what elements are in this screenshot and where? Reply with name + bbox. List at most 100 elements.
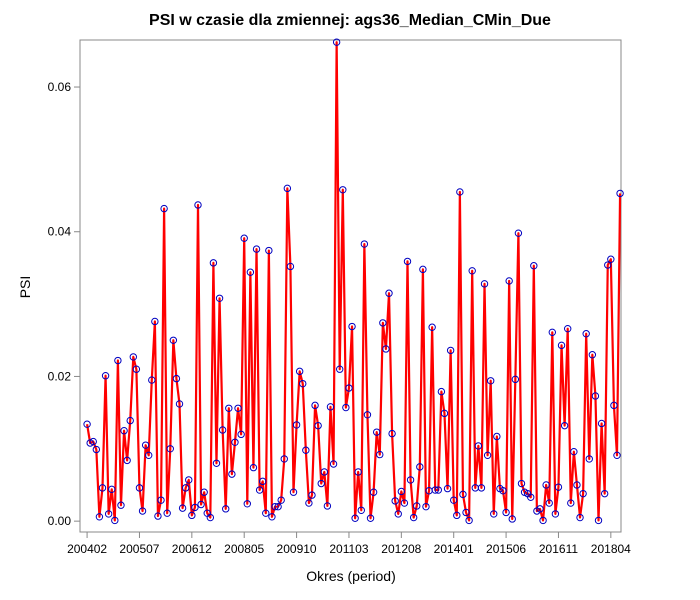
x-tick-label: 201611 <box>539 542 578 556</box>
data-point <box>154 512 162 520</box>
data-point <box>132 365 141 373</box>
data-point <box>431 486 439 494</box>
data-point <box>268 513 276 521</box>
data-point <box>332 38 341 46</box>
y-tick-label: 0.02 <box>48 369 72 383</box>
data-point <box>243 500 251 508</box>
data-point <box>539 516 547 525</box>
data-point <box>542 481 550 489</box>
data-point <box>228 470 236 478</box>
data-point <box>560 421 569 430</box>
data-point <box>314 421 322 430</box>
data-point <box>326 403 335 411</box>
data-point <box>252 245 261 253</box>
data-point <box>191 503 199 512</box>
data-point <box>613 451 621 460</box>
data-point <box>240 234 248 242</box>
data-point <box>317 479 325 488</box>
data-point <box>339 186 347 194</box>
data-point <box>453 511 461 520</box>
data-point <box>194 201 202 209</box>
data-point <box>610 401 618 410</box>
data-point <box>197 500 205 509</box>
data-point <box>280 455 288 463</box>
data-point <box>148 376 156 384</box>
data-point <box>422 502 430 511</box>
data-point <box>151 317 159 326</box>
data-point <box>336 365 344 373</box>
data-point <box>92 445 101 454</box>
data-point <box>465 516 473 525</box>
series-line <box>86 41 622 522</box>
data-point <box>222 505 230 513</box>
data-point <box>357 506 365 514</box>
data-point <box>145 451 153 460</box>
data-point <box>372 428 381 436</box>
data-point <box>564 324 572 333</box>
x-tick-label: 200507 <box>119 542 159 556</box>
data-point <box>376 450 384 459</box>
data-point <box>234 404 242 412</box>
data-point <box>169 336 178 344</box>
data-point <box>545 499 553 507</box>
data-point <box>446 346 455 355</box>
data-point <box>419 265 427 274</box>
data-point <box>591 392 600 400</box>
data-point <box>89 437 97 446</box>
data-point <box>348 322 356 331</box>
x-axis-label: Okres (period) <box>306 568 395 584</box>
data-point <box>117 501 125 509</box>
data-point <box>305 499 313 507</box>
data-point <box>163 509 171 517</box>
data-point <box>258 477 267 486</box>
data-point <box>231 438 239 446</box>
data-point <box>499 487 507 495</box>
data-point <box>508 515 516 523</box>
data-point <box>579 489 587 498</box>
data-point <box>138 507 147 515</box>
y-axis-label: PSI <box>17 276 33 299</box>
data-point <box>391 497 399 505</box>
data-point <box>289 488 298 496</box>
data-point <box>271 502 279 511</box>
data-point <box>548 328 556 337</box>
data-point <box>551 510 560 518</box>
data-point <box>604 261 612 269</box>
data-point <box>477 484 486 492</box>
data-point <box>582 330 590 338</box>
data-point <box>443 484 452 493</box>
y-tick-label: 0.06 <box>48 80 72 94</box>
data-point <box>237 430 245 439</box>
y-tick-label: 0.00 <box>48 514 72 528</box>
data-point <box>172 374 181 383</box>
data-point <box>416 463 424 471</box>
x-tick-label: 201103 <box>329 542 368 556</box>
data-point <box>178 504 187 512</box>
data-point <box>585 455 593 463</box>
x-tick-label: 201401 <box>434 542 474 556</box>
data-point <box>600 489 609 498</box>
data-point <box>108 485 116 494</box>
data-point <box>554 483 563 491</box>
data-point <box>557 341 566 350</box>
data-point <box>126 416 134 425</box>
data-point <box>517 479 526 488</box>
data-point <box>437 387 446 396</box>
x-tick-label: 200805 <box>224 542 264 556</box>
data-point <box>129 353 137 361</box>
data-point <box>511 375 520 384</box>
data-point <box>351 514 359 522</box>
data-point <box>366 514 375 522</box>
data-point <box>218 426 227 434</box>
data-point <box>120 427 128 435</box>
data-point <box>249 463 258 472</box>
plot-frame <box>79 39 622 533</box>
data-point <box>607 255 615 263</box>
data-point <box>166 445 174 453</box>
data-point <box>98 484 107 492</box>
data-point <box>468 267 476 275</box>
data-point <box>490 510 498 518</box>
data-point <box>530 262 538 270</box>
